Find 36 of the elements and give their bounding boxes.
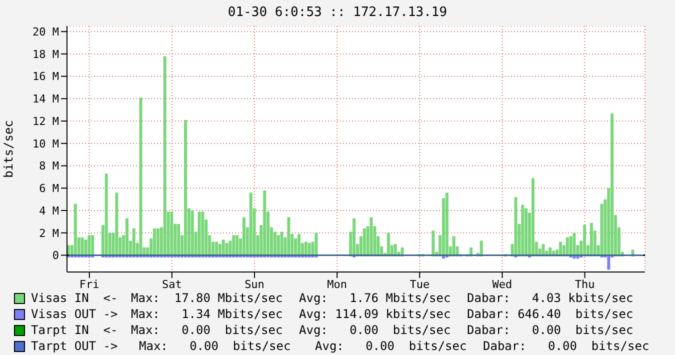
legend-label: Visas OUT -> xyxy=(31,306,119,322)
text: Dabar: 646.40 bits/sec xyxy=(467,306,634,322)
y-tick-label: 20 M xyxy=(32,25,60,38)
text: Avg: 1.76 Mbits/sec xyxy=(299,290,452,306)
text: Avg: 0.00 bits/sec xyxy=(299,322,452,338)
legend-label: Tarpt OUT -> xyxy=(31,338,119,354)
y-tick-label: 18 M xyxy=(32,48,60,61)
text: Max: 0.00 bits/sec xyxy=(139,338,292,354)
x-tick-label: Tue xyxy=(410,278,430,291)
x-tick-label: Fri xyxy=(79,278,100,291)
legend-label: Tarpt IN <- xyxy=(31,322,119,338)
text: Max: 0.00 bits/sec xyxy=(131,322,284,338)
legend-label: Visas IN <- xyxy=(31,290,119,306)
x-tick-label: Thu xyxy=(574,278,595,291)
text: Dabar: 0.00 bits/sec xyxy=(467,322,634,338)
y-tick-label: 16 M xyxy=(32,70,60,84)
y-tick-label: 0 xyxy=(52,249,59,262)
x-tick-label: Wed xyxy=(492,278,512,291)
y-tick-label: 10 M xyxy=(32,137,60,150)
x-tick-label: Mon xyxy=(327,278,348,291)
text: Max: 1.34 Mbits/sec xyxy=(131,306,284,322)
y-tick-label: 4 M xyxy=(39,204,60,218)
x-tick-label: Sun xyxy=(244,278,264,291)
y-tick-label: 12 M xyxy=(32,114,60,128)
text: Max: 17.80 Mbits/sec xyxy=(131,290,284,306)
x-tick-label: Sat xyxy=(162,278,182,291)
text: Dabar: 0.00 bits/sec xyxy=(483,338,650,354)
y-axis-title: bits/sec xyxy=(1,120,16,178)
y-tick-label: 6 M xyxy=(39,182,60,196)
text: Dabar: 4.03 kbits/sec xyxy=(467,290,634,306)
y-tick-label: 8 M xyxy=(39,160,60,173)
y-tick-label: 14 M xyxy=(32,92,60,106)
text: Avg: 0.00 bits/sec xyxy=(315,338,468,354)
y-tick-label: 2 M xyxy=(39,226,60,240)
text: Avg: 114.09 kbits/sec xyxy=(299,306,452,322)
chart-title: 01-30 6:0:53 :: 172.17.13.19 xyxy=(226,5,448,20)
